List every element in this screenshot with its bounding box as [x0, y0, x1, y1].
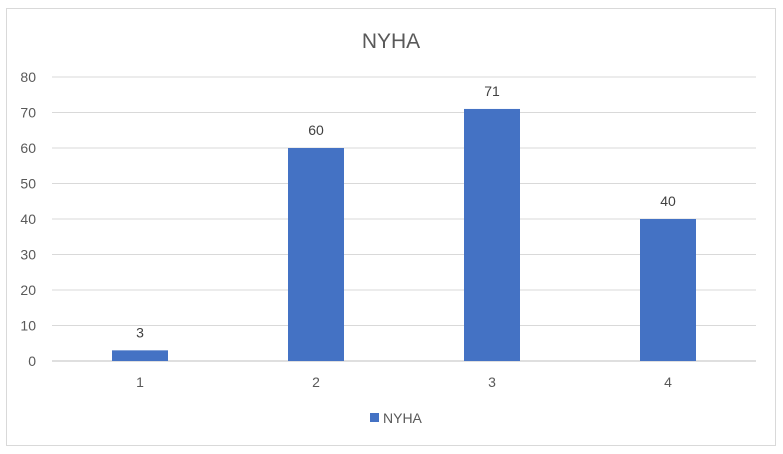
x-tick-label: 4 — [664, 374, 672, 390]
x-tick-label: 1 — [136, 374, 144, 390]
y-tick-label: 80 — [20, 69, 36, 85]
y-tick-label: 0 — [28, 353, 36, 369]
data-label: 3 — [136, 324, 144, 340]
legend-label: NYHA — [383, 410, 423, 426]
y-tick-label: 60 — [20, 140, 36, 156]
y-tick-label: 40 — [20, 211, 36, 227]
bar — [640, 219, 696, 361]
x-tick-label: 2 — [312, 374, 320, 390]
data-label: 40 — [660, 193, 676, 209]
legend-swatch — [370, 413, 379, 422]
y-tick-label: 30 — [20, 247, 36, 263]
bars — [112, 108, 696, 361]
data-label: 71 — [484, 83, 500, 99]
x-tick-label: 3 — [488, 374, 496, 390]
bar — [464, 108, 520, 361]
data-labels: 3 60 71 40 — [136, 83, 676, 340]
y-tick-label: 20 — [20, 282, 36, 298]
y-tick-label: 10 — [20, 318, 36, 334]
x-axis-tick-labels: 1 2 3 4 — [136, 374, 672, 390]
y-axis-tick-labels: 0 10 20 30 40 50 60 70 80 — [20, 69, 36, 369]
data-label: 60 — [308, 122, 324, 138]
y-tick-label: 70 — [20, 105, 36, 121]
gridlines — [52, 76, 756, 362]
y-tick-label: 50 — [20, 176, 36, 192]
legend: NYHA — [370, 410, 423, 426]
bar — [288, 148, 344, 361]
chart-title: NYHA — [362, 30, 420, 53]
bar — [112, 350, 168, 361]
